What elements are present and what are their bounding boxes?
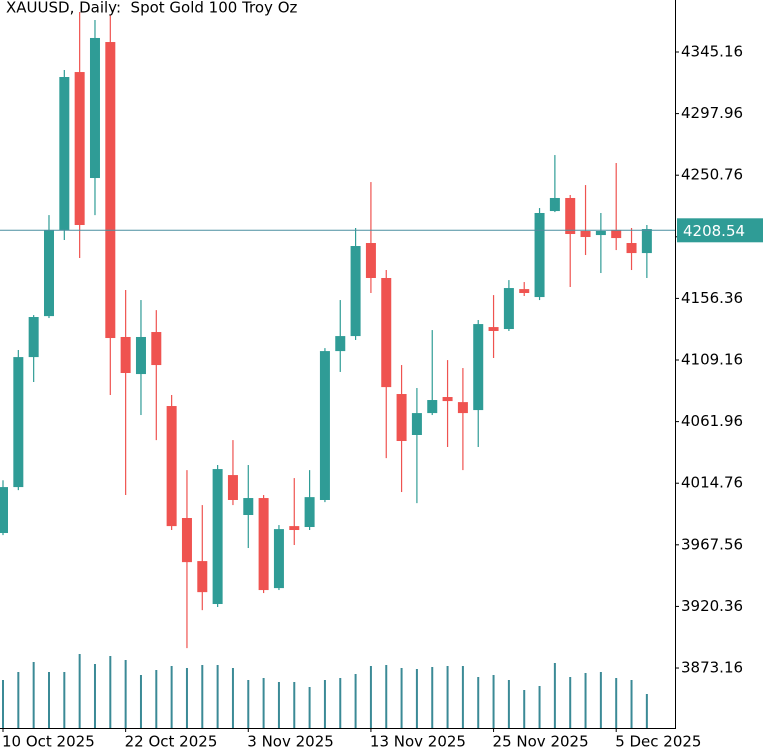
- candle-body: [442, 397, 453, 402]
- y-tick-label: 4345.16: [681, 42, 743, 60]
- candle-body: [641, 229, 652, 254]
- candle-body: [457, 402, 468, 414]
- candle-body: [135, 336, 146, 375]
- x-tick-label: 22 Oct 2025: [125, 733, 218, 750]
- x-tick-label: 10 Oct 2025: [2, 733, 95, 750]
- candle-body: [595, 231, 606, 236]
- x-tick-label: 13 Nov 2025: [370, 733, 466, 750]
- y-tick-label: 3920.36: [681, 597, 743, 615]
- candle-body: [166, 406, 177, 527]
- candle-body: [335, 336, 346, 352]
- candle-body: [212, 469, 223, 605]
- candle-body: [427, 400, 438, 414]
- candle-body: [74, 72, 85, 226]
- candle-body: [549, 197, 560, 212]
- candle-body: [381, 277, 392, 388]
- candle-body: [411, 413, 422, 435]
- candle-body: [89, 37, 100, 179]
- candle-body: [13, 357, 24, 488]
- chart-title: XAUUSD, Daily: Spot Gold 100 Troy Oz: [6, 0, 298, 17]
- y-tick-label: 4061.96: [681, 412, 743, 430]
- candle-body: [565, 197, 576, 235]
- candle-body: [120, 336, 131, 374]
- y-tick-label: 4156.36: [681, 289, 743, 307]
- current-price-label: 4208.54: [683, 222, 745, 240]
- candle-body: [503, 288, 514, 330]
- x-tick-label: 5 Dec 2025: [615, 733, 701, 750]
- candle-body: [181, 518, 192, 563]
- candle-body: [273, 529, 284, 589]
- candle-body: [197, 561, 208, 593]
- current-price-box: [677, 218, 763, 243]
- y-tick-label: 4014.76: [681, 474, 743, 492]
- candle-body: [28, 317, 39, 358]
- candle-body: [304, 497, 315, 528]
- candle-body: [488, 327, 499, 331]
- candle-body: [519, 289, 530, 294]
- candle-body: [319, 351, 330, 500]
- candle-body: [43, 229, 54, 317]
- candle-body: [151, 332, 162, 366]
- candle-body: [59, 77, 70, 230]
- candle-body: [227, 475, 238, 500]
- y-tick-label: 3967.56: [681, 535, 743, 553]
- x-tick-label: 25 Nov 2025: [493, 733, 589, 750]
- x-tick-label: 3 Nov 2025: [247, 733, 334, 750]
- candle-body: [473, 324, 484, 411]
- candle-body: [350, 246, 361, 337]
- candle-body: [580, 231, 591, 238]
- candle-body: [105, 42, 116, 339]
- candle-body: [365, 243, 376, 278]
- y-tick-label: 4109.16: [681, 351, 743, 369]
- candle-body: [0, 487, 8, 534]
- candle-body: [258, 498, 269, 591]
- y-tick-label: 4250.76: [681, 166, 743, 184]
- candle-body: [396, 394, 407, 442]
- candle-body: [611, 229, 622, 239]
- candle-body: [243, 498, 254, 516]
- candle-body: [534, 212, 545, 298]
- y-tick-label: 3873.16: [681, 659, 743, 677]
- candle-body: [289, 526, 300, 531]
- y-tick-label: 4297.96: [681, 104, 743, 122]
- candle-body: [626, 243, 637, 254]
